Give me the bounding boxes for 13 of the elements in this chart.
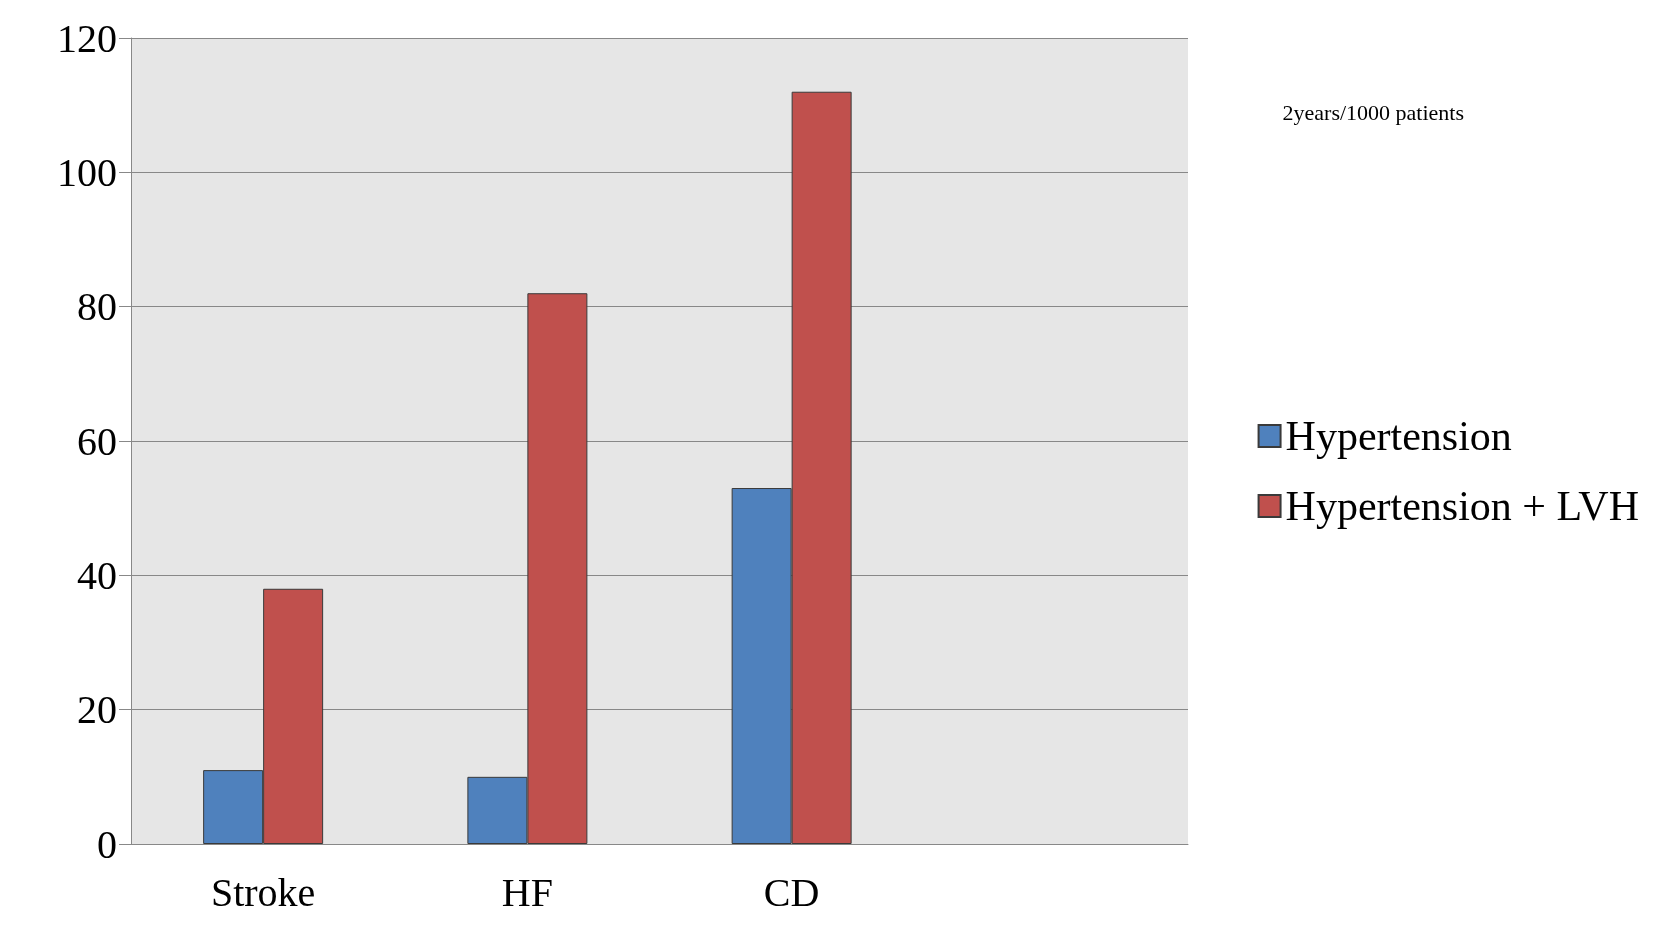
y-tick-label: 0	[97, 821, 117, 867]
y-tick-label: 20	[77, 687, 117, 733]
y-tick-label: 40	[77, 552, 117, 598]
y-tick-label: 120	[57, 15, 117, 61]
y-tick-label: 60	[77, 418, 117, 464]
legend-label: Hypertension + LVH	[1285, 483, 1640, 529]
x-tick-label: CD	[763, 869, 820, 915]
x-tick-label: HF	[501, 869, 553, 915]
legend-label: Hypertension	[1285, 413, 1512, 459]
x-tick-label: Stroke	[210, 869, 316, 915]
y-tick-label: 80	[77, 284, 117, 330]
text: 2years/1000 patients	[1282, 99, 1465, 125]
y-tick-label: 100	[57, 149, 117, 195]
